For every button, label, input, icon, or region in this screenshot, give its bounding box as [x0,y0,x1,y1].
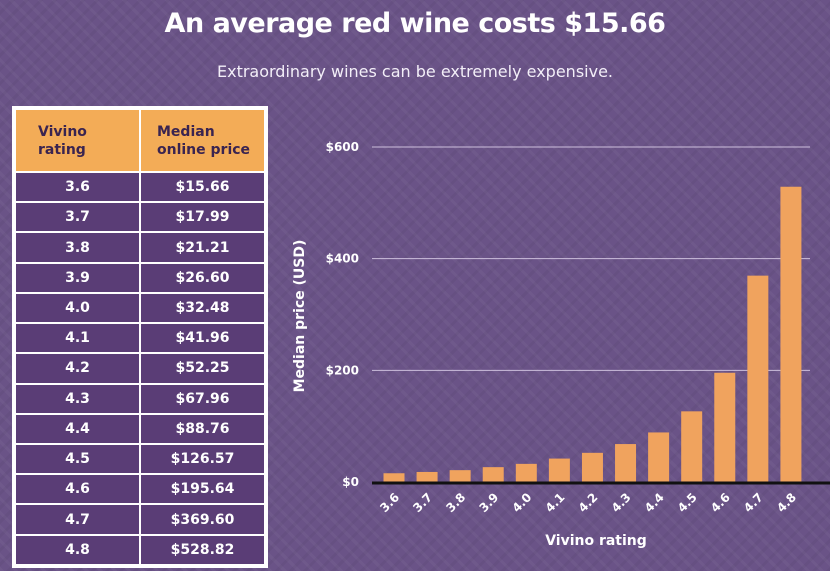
rating-cell: 3.6 [16,170,141,204]
table-header-row: Vivino rating Median online price [16,110,264,172]
table-row: 3.6 $15.66 [16,170,264,204]
rating-cell: 4.3 [16,382,141,415]
x-tick-label: 4.1 [543,490,568,515]
price-cell: $195.64 [139,473,264,506]
price-cell: $26.60 [139,261,264,294]
price-cell: $88.76 [139,412,264,445]
column-header-rating-label: Vivino rating [38,123,87,158]
bar-3-7 [416,471,438,482]
rating-cell: 4.5 [16,442,141,476]
price-table-grid: Vivino rating Median online price 3.6 $15… [16,110,264,564]
x-tick-label: 4.4 [642,490,667,515]
x-tick-label: 4.6 [708,490,733,515]
y-tick-label: $600 [326,140,359,154]
y-tick-label: $400 [326,252,359,266]
table-row: 4.6 $195.64 [16,473,264,506]
table-row: 3.9 $26.60 [16,261,264,294]
page-subtitle: Extraordinary wines can be extremely exp… [216,62,613,81]
x-tick-label: 3.7 [410,490,435,515]
rating-cell: 4.7 [16,503,141,536]
table-row: 4.8 $528.82 [16,533,264,564]
x-tick-label: 4.3 [609,490,634,515]
column-header-price: Median online price [140,110,264,172]
bar-3-8 [449,470,471,482]
rating-cell: 3.9 [16,261,141,294]
x-axis-ticks: 3.6 3.7 3.8 3.9 4.0 4.1 4.2 4.3 4.4 4.5 4.6 4.7 4.8 [377,490,799,515]
bar-4-2 [581,452,603,482]
bar-4-1 [548,458,570,482]
rating-cell: 4.6 [16,473,141,506]
price-cell: $52.25 [139,352,264,385]
bars [383,186,802,482]
x-tick-label: 4.7 [741,490,766,515]
bar-3-9 [482,467,504,482]
x-tick-label: 4.0 [509,490,534,515]
bar-4-5 [681,411,703,482]
page-title: An average red wine costs $15.66 [164,8,666,39]
bar-4-8 [780,186,802,482]
x-axis-label: Vivino rating [545,533,647,549]
table-row: 4.4 $88.76 [16,412,264,445]
bar-4-7 [747,275,769,482]
bar-4-6 [714,372,736,482]
price-cell: $15.66 [139,170,264,204]
price-cell: $32.48 [139,291,264,325]
column-header-price-label: Median online price [157,123,251,158]
table-row: 3.7 $17.99 [16,201,264,234]
table-row: 4.2 $52.25 [16,352,264,385]
table-row: 4.1 $41.96 [16,322,264,355]
rating-cell: 4.2 [16,352,141,385]
price-cell: $67.96 [139,382,264,415]
rating-cell: 3.8 [16,231,141,264]
price-cell: $41.96 [139,322,264,355]
table-row: 4.7 $369.60 [16,503,264,536]
column-header-rating: Vivino rating [16,110,141,172]
x-tick-label: 3.8 [443,490,468,515]
rating-cell: 3.7 [16,201,141,234]
y-axis-label: Median price (USD) [292,240,308,393]
rating-cell: 4.8 [16,533,141,564]
x-tick-label: 4.5 [675,490,700,515]
rating-cell: 4.4 [16,412,141,445]
table-row: 4.3 $67.96 [16,382,264,415]
bar-3-6 [383,473,405,482]
x-tick-label: 4.8 [774,490,799,515]
price-cell: $17.99 [139,201,264,234]
x-tick-label: 3.9 [476,490,501,515]
price-cell: $21.21 [139,231,264,264]
price-cell: $528.82 [139,533,264,564]
x-tick-label: 3.6 [377,490,402,515]
bar-4-3 [615,444,637,482]
bar-4-0 [515,463,537,482]
table-row: 3.8 $21.21 [16,231,264,264]
rating-cell: 4.0 [16,291,141,325]
x-tick-label: 4.2 [576,490,601,515]
price-cell: $369.60 [139,503,264,536]
y-tick-label: $0 [342,475,359,489]
table-body: 3.6 $15.66 3.7 $17.99 3.8 $21.21 3.9 $26.60 4.0 $… [16,170,264,564]
price-cell: $126.57 [139,442,264,476]
price-table: Vivino rating Median online price 3.6 $15… [12,106,268,568]
table-row: 4.0 $32.48 [16,291,264,325]
y-axis-ticks: $0 $200 $400 $600 [326,140,359,489]
rating-cell: 4.1 [16,322,141,355]
bar-4-4 [648,432,670,482]
y-tick-label: $200 [326,363,359,377]
gridlines [372,146,810,371]
table-row: 4.5 $126.57 [16,442,264,476]
